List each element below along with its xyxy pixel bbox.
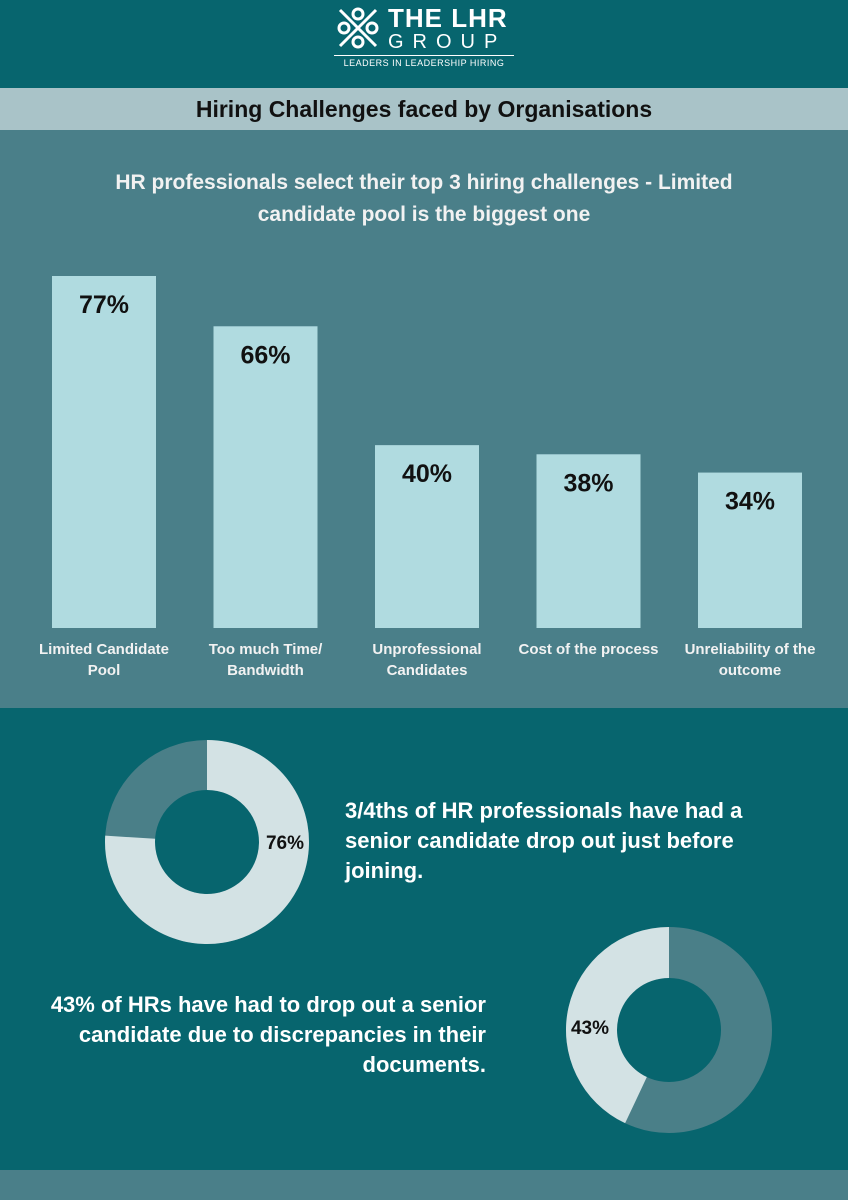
logo-subtitle: GROUP xyxy=(388,31,507,53)
bar xyxy=(698,472,802,628)
chart-title: HR professionals select their top 3 hiri… xyxy=(115,171,733,226)
value-label: 40% xyxy=(402,460,452,488)
bar xyxy=(536,454,641,628)
value-label: 34% xyxy=(725,488,775,516)
category-label: Too much Time/ Bandwidth xyxy=(208,641,323,679)
donut-segment xyxy=(105,740,310,944)
bar xyxy=(213,326,318,628)
logo-icon xyxy=(337,7,379,49)
value-label: 66% xyxy=(240,341,290,369)
banner: Hiring Challenges faced by Organisations xyxy=(0,88,848,130)
header: THE LHR GROUP LEADERS IN LEADERSHIP HIRI… xyxy=(0,0,848,88)
category-label: Unprofessional Candidates xyxy=(372,641,482,679)
value-label: 38% xyxy=(563,469,613,497)
footer-strip xyxy=(0,1170,848,1200)
tagline: LEADERS IN LEADERSHIP HIRING xyxy=(334,55,514,68)
category-label: Cost of the process xyxy=(518,641,659,658)
value-label: 43% xyxy=(571,1018,609,1039)
logo-title: THE LHR xyxy=(388,3,508,33)
donut-segment xyxy=(566,927,669,1124)
category-label: Unreliability of the outcome xyxy=(684,641,816,679)
donut-annotation: 3/4ths of HR professionals have had a se… xyxy=(345,798,743,883)
donut-annotation: 43% of HRs have had to drop out a senior… xyxy=(50,992,486,1077)
value-label: 77% xyxy=(79,291,129,319)
bar xyxy=(375,445,479,628)
bar xyxy=(52,276,156,628)
value-label: 76% xyxy=(266,833,304,854)
category-label: Limited Candidate Pool xyxy=(38,641,169,679)
